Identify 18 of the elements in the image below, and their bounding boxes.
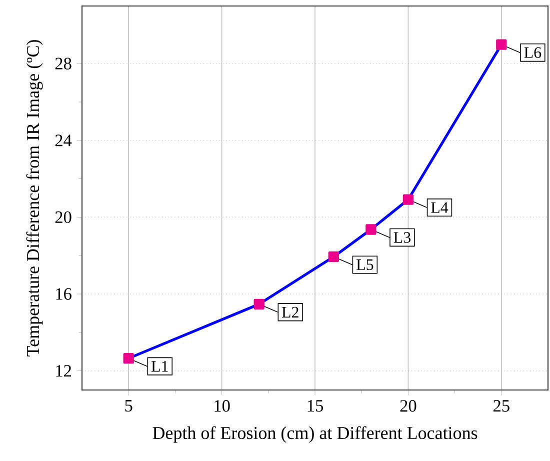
y-tick-label: 24 bbox=[55, 134, 72, 146]
y-tick-label: 12 bbox=[56, 365, 72, 377]
y-tick-label: 16 bbox=[56, 288, 72, 300]
annotation: L1 bbox=[151, 361, 168, 372]
x-tick-label: 10 bbox=[214, 400, 230, 412]
annotation: L3 bbox=[394, 232, 410, 243]
x-tick-label: 5 bbox=[125, 400, 132, 412]
x-tick-label: 15 bbox=[308, 400, 323, 412]
y-tick-label: 28 bbox=[55, 58, 72, 70]
annotation: L5 bbox=[356, 259, 374, 270]
annotation: L2 bbox=[282, 306, 298, 318]
x-tick-label: 20 bbox=[400, 400, 416, 412]
y-axis-title: Temperature Difference from IR Image (ºC) bbox=[26, 40, 43, 356]
annotation: L6 bbox=[524, 47, 542, 58]
x-axis-title: Depth of Erosion (cm) at Different Locations bbox=[152, 426, 478, 443]
y-tick-label: 20 bbox=[55, 211, 72, 224]
annotation: L4 bbox=[431, 202, 448, 213]
x-tick-label: 25 bbox=[493, 400, 510, 412]
